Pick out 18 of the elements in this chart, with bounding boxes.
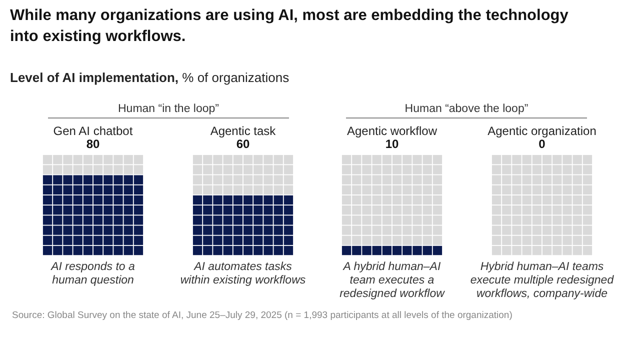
text: Human “above the loop” [404,103,528,115]
text: While many organizations are using AI, most are embedding the technology into existing workflows. [10,7,569,45]
category-label: Agentic task [210,124,277,138]
data-label: 10 [385,137,399,151]
source-note: Source: Global Survey on the state of AI, June 25–July 29, 2025 (n = 1,993 participants at all levels of the organization) [12,310,512,321]
text: Hybrid human–AI teams execute multiple redesigned workflows, company-wide [470,261,614,300]
text: Level of AI implementation, [10,70,179,85]
data-label: 80 [86,137,100,151]
text: Human “in the loop” [118,103,220,115]
category-label: Agentic organization [488,124,596,138]
text: AI responds to a human question [50,261,135,286]
text: AI automates tasks within existing workflows [180,261,306,286]
category-label: Agentic workflow [346,124,438,138]
data-label: 60 [236,137,250,151]
text: A hybrid human–AI team executes a redesigned workflow [340,261,446,300]
data-label: 0 [538,137,546,151]
category-label: Gen AI chatbot [53,124,134,138]
text: % of organizations [178,70,290,85]
